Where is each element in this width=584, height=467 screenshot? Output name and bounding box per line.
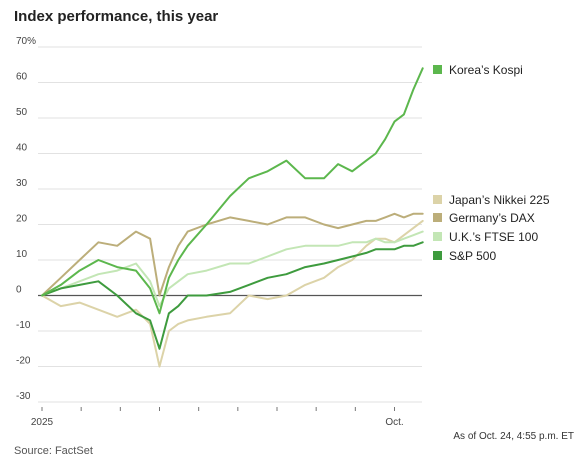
series-line-japan-s-nikkei-225	[41, 219, 424, 368]
timestamp-note: As of Oct. 24, 4:55 p.m. ET	[453, 431, 574, 442]
series-line-germany-s-dax	[41, 212, 424, 297]
y-tick-label: 20	[16, 214, 28, 225]
y-tick-label: 50	[16, 107, 28, 118]
y-tick-label: -30	[16, 391, 31, 402]
y-tick-label: -20	[16, 356, 31, 367]
y-tick-label: 30	[16, 178, 28, 189]
series-line-korea-s-kospi	[41, 67, 424, 315]
x-tick-label: 2025	[31, 417, 54, 428]
legend-swatch	[433, 251, 442, 260]
legend-label: S&P 500	[449, 249, 496, 263]
legend-swatch	[433, 232, 442, 241]
y-tick-label: 60	[16, 72, 28, 83]
series-line-s-p-500	[41, 241, 424, 350]
y-tick-label: 0	[16, 285, 22, 296]
y-tick-label: -10	[16, 320, 31, 331]
chart-title: Index performance, this year	[14, 8, 219, 25]
legend-swatch	[433, 65, 442, 74]
x-tick-label: Oct.	[385, 417, 403, 428]
legend-label: U.K.’s FTSE 100	[449, 230, 538, 244]
y-tick-label: 40	[16, 143, 28, 154]
y-tick-label: 70%	[16, 36, 36, 47]
legend-label: Korea’s Kospi	[449, 63, 523, 77]
legend-label: Germany’s DAX	[449, 211, 535, 225]
source-note: Source: FactSet	[14, 445, 93, 457]
legend-swatch	[433, 195, 442, 204]
legend-swatch	[433, 213, 442, 222]
legend-label: Japan’s Nikkei 225	[449, 193, 550, 207]
y-tick-label: 10	[16, 249, 28, 260]
